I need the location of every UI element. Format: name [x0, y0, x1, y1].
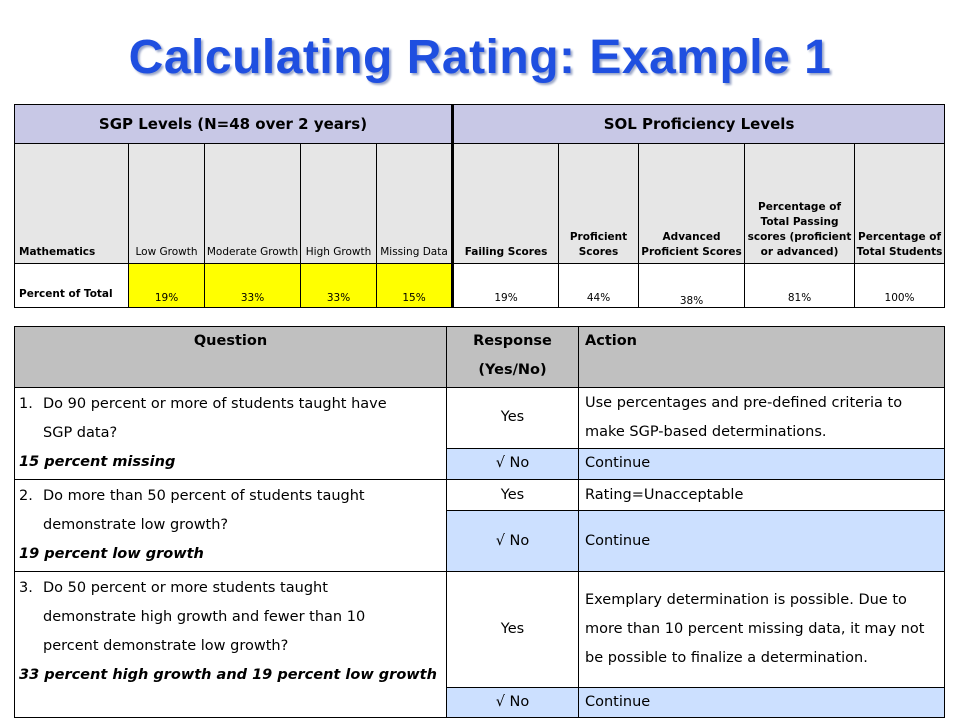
high-growth-value: 33% [300, 263, 377, 308]
question-2-note: 19 percent low growth [19, 546, 204, 562]
page-title: Calculating Rating: Example 1 [128, 31, 832, 84]
question-3-number: 3. [19, 580, 33, 596]
q3-action-yes: Exemplary determination is possible. Due… [578, 571, 945, 688]
missing-data-value: 15% [375, 263, 454, 308]
q1-response-no: √ No [446, 447, 579, 481]
question-1-note: 15 percent missing [19, 454, 176, 470]
sgp-sol-table: SGP Levels (N=48 over 2 years) SOL Profi… [13, 104, 946, 308]
low-growth-value: 19% [128, 263, 205, 308]
question-header: Question [14, 326, 447, 388]
sgp-levels-header: SGP Levels (N=48 over 2 years) [13, 104, 454, 144]
rating-decision-table: Question Response (Yes/No) Action 1. Do 9… [14, 326, 945, 718]
q1-response-yes: Yes [446, 387, 579, 449]
question-1-text: Do 90 percent or more of students taught… [43, 396, 387, 441]
question-3-note: 33 percent high growth and 19 percent lo… [19, 667, 437, 683]
question-1-number: 1. [19, 396, 33, 412]
pct-passing-header: Percentage of Total Passing scores (prof… [744, 143, 856, 264]
high-growth-header: High Growth [300, 143, 377, 264]
q1-action-no: Continue [578, 447, 945, 481]
q2-response-no: √ No [446, 510, 579, 572]
proficient-value: 44% [558, 263, 640, 308]
question-2-text: Do more than 50 percent of students taug… [43, 488, 365, 533]
q3-response-yes: Yes [446, 571, 579, 688]
q2-action-yes: Rating=Unacceptable [578, 478, 945, 512]
sol-proficiency-header: SOL Proficiency Levels [451, 104, 946, 144]
moderate-growth-header: Moderate Growth [204, 143, 301, 264]
response-header: Response (Yes/No) [446, 326, 579, 388]
pct-passing-value: 81% [744, 263, 856, 308]
mathematics-header: Mathematics [14, 143, 129, 264]
question-1: 1. Do 90 percent or more of students taug… [14, 387, 447, 480]
question-3: 3. Do 50 percent or more students taught … [14, 571, 447, 718]
q2-response-yes: Yes [446, 478, 579, 512]
percent-of-total-label: Percent of Total [14, 263, 129, 308]
failing-scores-header: Failing Scores [451, 143, 560, 264]
question-2-number: 2. [19, 488, 33, 504]
failing-value: 19% [451, 263, 560, 308]
question-3-text: Do 50 percent or more students taught de… [43, 580, 366, 654]
question-2: 2. Do more than 50 percent of students ta… [14, 479, 447, 572]
missing-data-header: Missing Data [375, 143, 454, 264]
advanced-scores-header: Advanced Proficient Scores [638, 143, 746, 264]
action-header: Action [578, 326, 945, 388]
advanced-value: 38% [638, 263, 746, 308]
q3-action-no: Continue [578, 687, 945, 718]
moderate-growth-value: 33% [204, 263, 301, 308]
q2-action-no: Continue [578, 510, 945, 572]
proficient-scores-header: Proficient Scores [558, 143, 640, 264]
pct-total-value: 100% [854, 263, 946, 308]
q1-action-yes: Use percentages and pre-defined criteria… [578, 387, 945, 449]
low-growth-header: Low Growth [128, 143, 205, 264]
pct-total-header: Percentage of Total Students [854, 143, 946, 264]
q3-response-no: √ No [446, 687, 579, 718]
